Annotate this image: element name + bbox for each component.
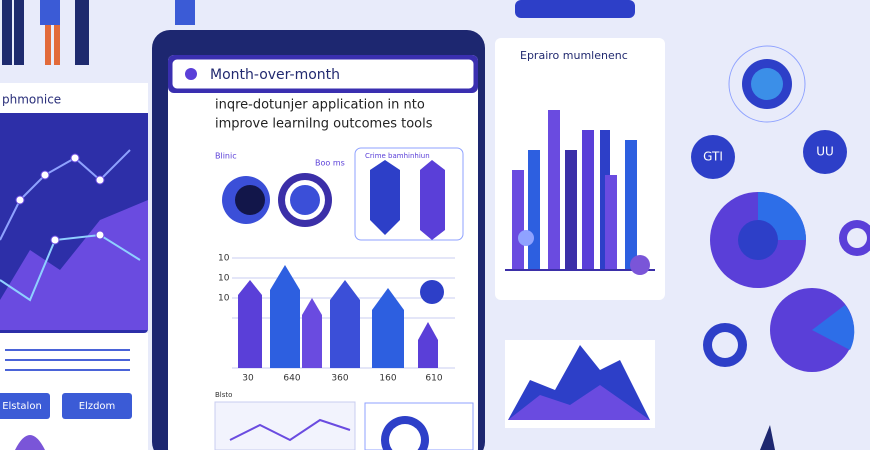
badge-label: GTI — [703, 150, 723, 164]
small-label: Blsto — [215, 391, 232, 399]
x-label: 610 — [425, 374, 442, 384]
axis-label: 10 — [218, 274, 230, 284]
screen-header: Month-over-month — [210, 67, 340, 83]
x-label: 30 — [242, 374, 254, 384]
small-label: Blinic — [215, 152, 237, 161]
tablet: Month-over-month inqre-dotunjer applicat… — [152, 30, 485, 450]
left-panel: phmonice Elstalon Elzdom — [0, 83, 148, 450]
badge-label: UU — [816, 145, 834, 159]
small-label: Boo ms — [315, 159, 345, 168]
button-label: Elstalon — [2, 401, 42, 412]
button-label: Elzdom — [79, 401, 116, 412]
decor-right: GTI UU — [515, 0, 870, 450]
bars — [238, 265, 438, 368]
screen-text: improve learnilng outcomes tools — [215, 117, 433, 132]
x-label: 160 — [379, 374, 396, 384]
x-label: 640 — [283, 374, 300, 384]
people — [2, 0, 195, 65]
small-label: Crime bamhinhiun — [365, 152, 430, 160]
axis-label: 10 — [218, 294, 230, 304]
screen-text: inqre-dotunjer application in nto — [215, 98, 425, 113]
panel-title: Eprairo mumlenenc — [520, 49, 628, 62]
x-label: 360 — [331, 374, 348, 384]
right-panel: Eprairo mumlenenc — [495, 38, 665, 428]
axis-label: 10 — [218, 254, 230, 264]
button[interactable] — [0, 393, 50, 419]
button[interactable] — [62, 393, 132, 419]
panel-title: phmonice — [2, 93, 61, 107]
